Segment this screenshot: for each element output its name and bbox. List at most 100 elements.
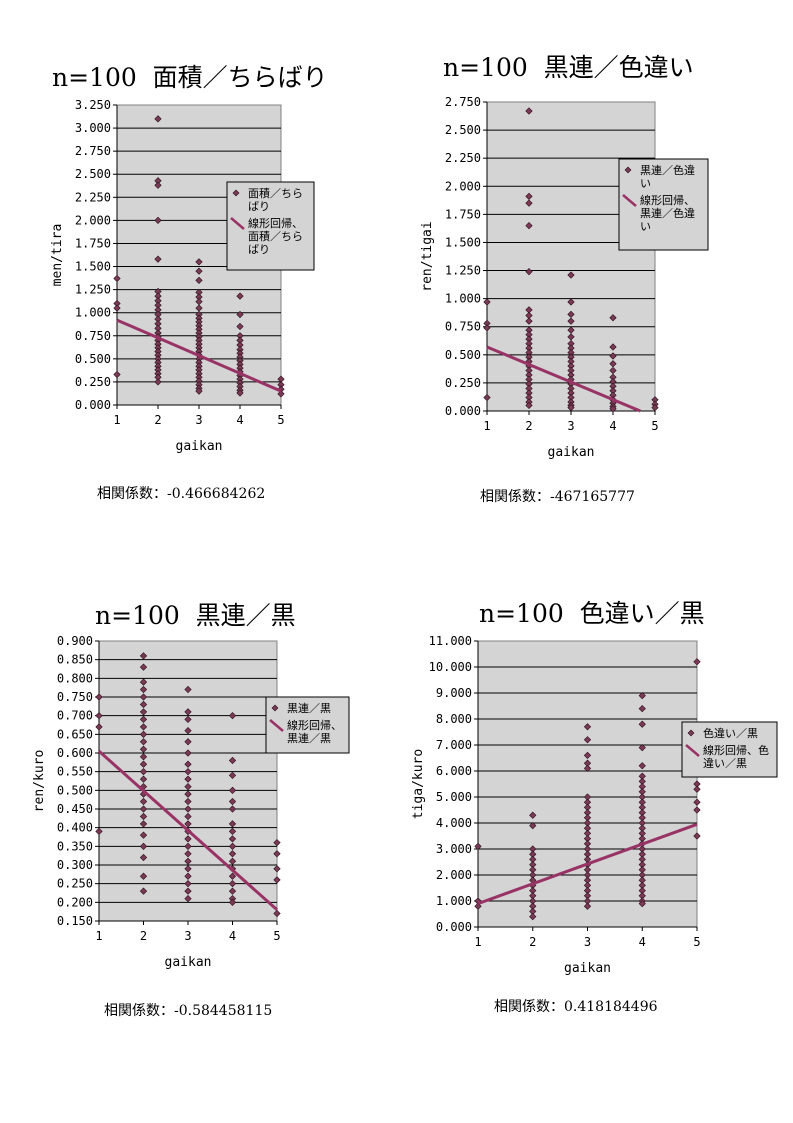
x-tick-label: 3 [195, 413, 202, 427]
data-point [228, 712, 237, 720]
data-point [567, 298, 575, 306]
legend-text-line: 線形回帰、 [248, 216, 303, 230]
y-tick-label: 0.450 [57, 802, 93, 816]
legend-text-line: ばり [248, 200, 270, 213]
data-point [273, 850, 281, 858]
correlation-value: -0.584458115 [174, 1003, 273, 1019]
y-tick-label: 3.250 [75, 98, 111, 112]
y-tick-label: 0.000 [75, 398, 111, 412]
correlation-label: 相関係数： [97, 486, 167, 502]
x-tick-label: 4 [229, 929, 236, 943]
y-tick-label: 3.000 [436, 842, 472, 856]
data-point [184, 812, 192, 821]
correlation-label: 相関係数： [104, 1003, 174, 1019]
y-tick-label: 4.000 [436, 816, 472, 830]
data-point [184, 749, 192, 757]
data-point [139, 652, 148, 660]
y-tick-label: 1.250 [75, 283, 111, 297]
data-point [236, 389, 244, 397]
legend-entry: 線形回帰、黒連／色違い [640, 193, 695, 233]
y-tick-label: 0.500 [75, 352, 111, 366]
data-point [228, 797, 237, 806]
data-point [139, 775, 148, 783]
correlation-text: 相関係数：0.418184496 [494, 996, 658, 1016]
y-tick-label: 0.300 [57, 858, 93, 872]
data-point [139, 805, 148, 813]
y-tick-label: 0.750 [75, 329, 111, 343]
data-point [567, 317, 575, 325]
data-point [693, 785, 701, 793]
x-tick-label: 2 [154, 413, 161, 427]
x-tick-label: 2 [140, 929, 147, 943]
correlation-value: -0.466684262 [167, 486, 266, 502]
y-tick-label: 2.750 [75, 144, 111, 158]
legend-line-swatch [230, 217, 245, 230]
data-point [236, 322, 244, 331]
legend-text-line: 違い／黒 [703, 757, 747, 770]
data-point [184, 708, 192, 716]
y-tick-label: 1.000 [436, 894, 472, 908]
data-point [567, 404, 575, 412]
legend-entry: 黒連／色違い [640, 163, 695, 190]
legend-text-line: 線形回帰、 [640, 193, 695, 207]
y-tick-label: 2.500 [445, 123, 481, 137]
data-point [139, 797, 148, 806]
data-point [525, 221, 533, 230]
y-tick-label: 0.500 [445, 348, 481, 362]
data-point [583, 751, 592, 760]
correlation-label: 相関係数： [480, 489, 550, 505]
trend-line [477, 822, 698, 906]
data-point [139, 853, 148, 862]
y-tick-label: 2.000 [75, 213, 111, 227]
data-point [195, 387, 203, 395]
data-point [95, 693, 103, 701]
data-point [228, 771, 237, 780]
data-point [483, 298, 491, 306]
data-point [609, 314, 617, 322]
y-tick-label: 8.000 [436, 712, 472, 726]
legend-entry: 線形回帰、黒連／黒 [287, 718, 342, 745]
y-tick-label: 0.150 [57, 914, 93, 928]
data-point [139, 715, 148, 724]
data-point [184, 805, 192, 813]
correlation-text: 相関係数：-0.584458115 [104, 1000, 272, 1020]
chart-title: n=100 色違い／黒 [479, 594, 705, 630]
y-tick-label: 0.250 [445, 376, 481, 390]
y-tick-label: 2.000 [445, 179, 481, 193]
data-point [638, 899, 646, 908]
y-tick-label: 2.500 [75, 167, 111, 181]
legend-entry: 線形回帰、色違い／黒 [703, 743, 769, 770]
data-point [693, 798, 701, 806]
y-tick-label: 1.250 [445, 264, 481, 278]
data-point [139, 730, 148, 738]
correlation-label: 相関係数： [494, 999, 564, 1015]
x-tick-label: 1 [483, 419, 490, 433]
y-tick-label: 0.650 [57, 727, 93, 741]
title-n: n=100 [443, 53, 528, 82]
data-point [139, 663, 148, 671]
y-tick-label: 0.750 [445, 320, 481, 334]
y-tick-label: 0.000 [445, 404, 481, 418]
data-point [95, 827, 103, 836]
data-point [139, 842, 148, 850]
data-point [525, 401, 533, 410]
data-point [525, 268, 533, 276]
data-point [184, 685, 192, 694]
data-point [184, 790, 192, 798]
data-point [184, 835, 192, 843]
data-point [228, 880, 237, 888]
data-point [277, 390, 285, 398]
data-point [525, 317, 533, 325]
chart-title: n=100 面積／ちらばり [52, 58, 328, 94]
x-tick-label: 3 [184, 929, 191, 943]
correlation-value: 0.418184496 [564, 999, 658, 1015]
title-jp: 面積／ちらばり [152, 63, 328, 92]
data-point [474, 902, 482, 910]
y-tick-label: 0.500 [57, 783, 93, 797]
data-point [474, 842, 482, 851]
title-jp: 黒連／色違い [543, 53, 694, 82]
data-point [529, 821, 537, 830]
data-point [184, 872, 192, 880]
data-point [184, 887, 192, 895]
